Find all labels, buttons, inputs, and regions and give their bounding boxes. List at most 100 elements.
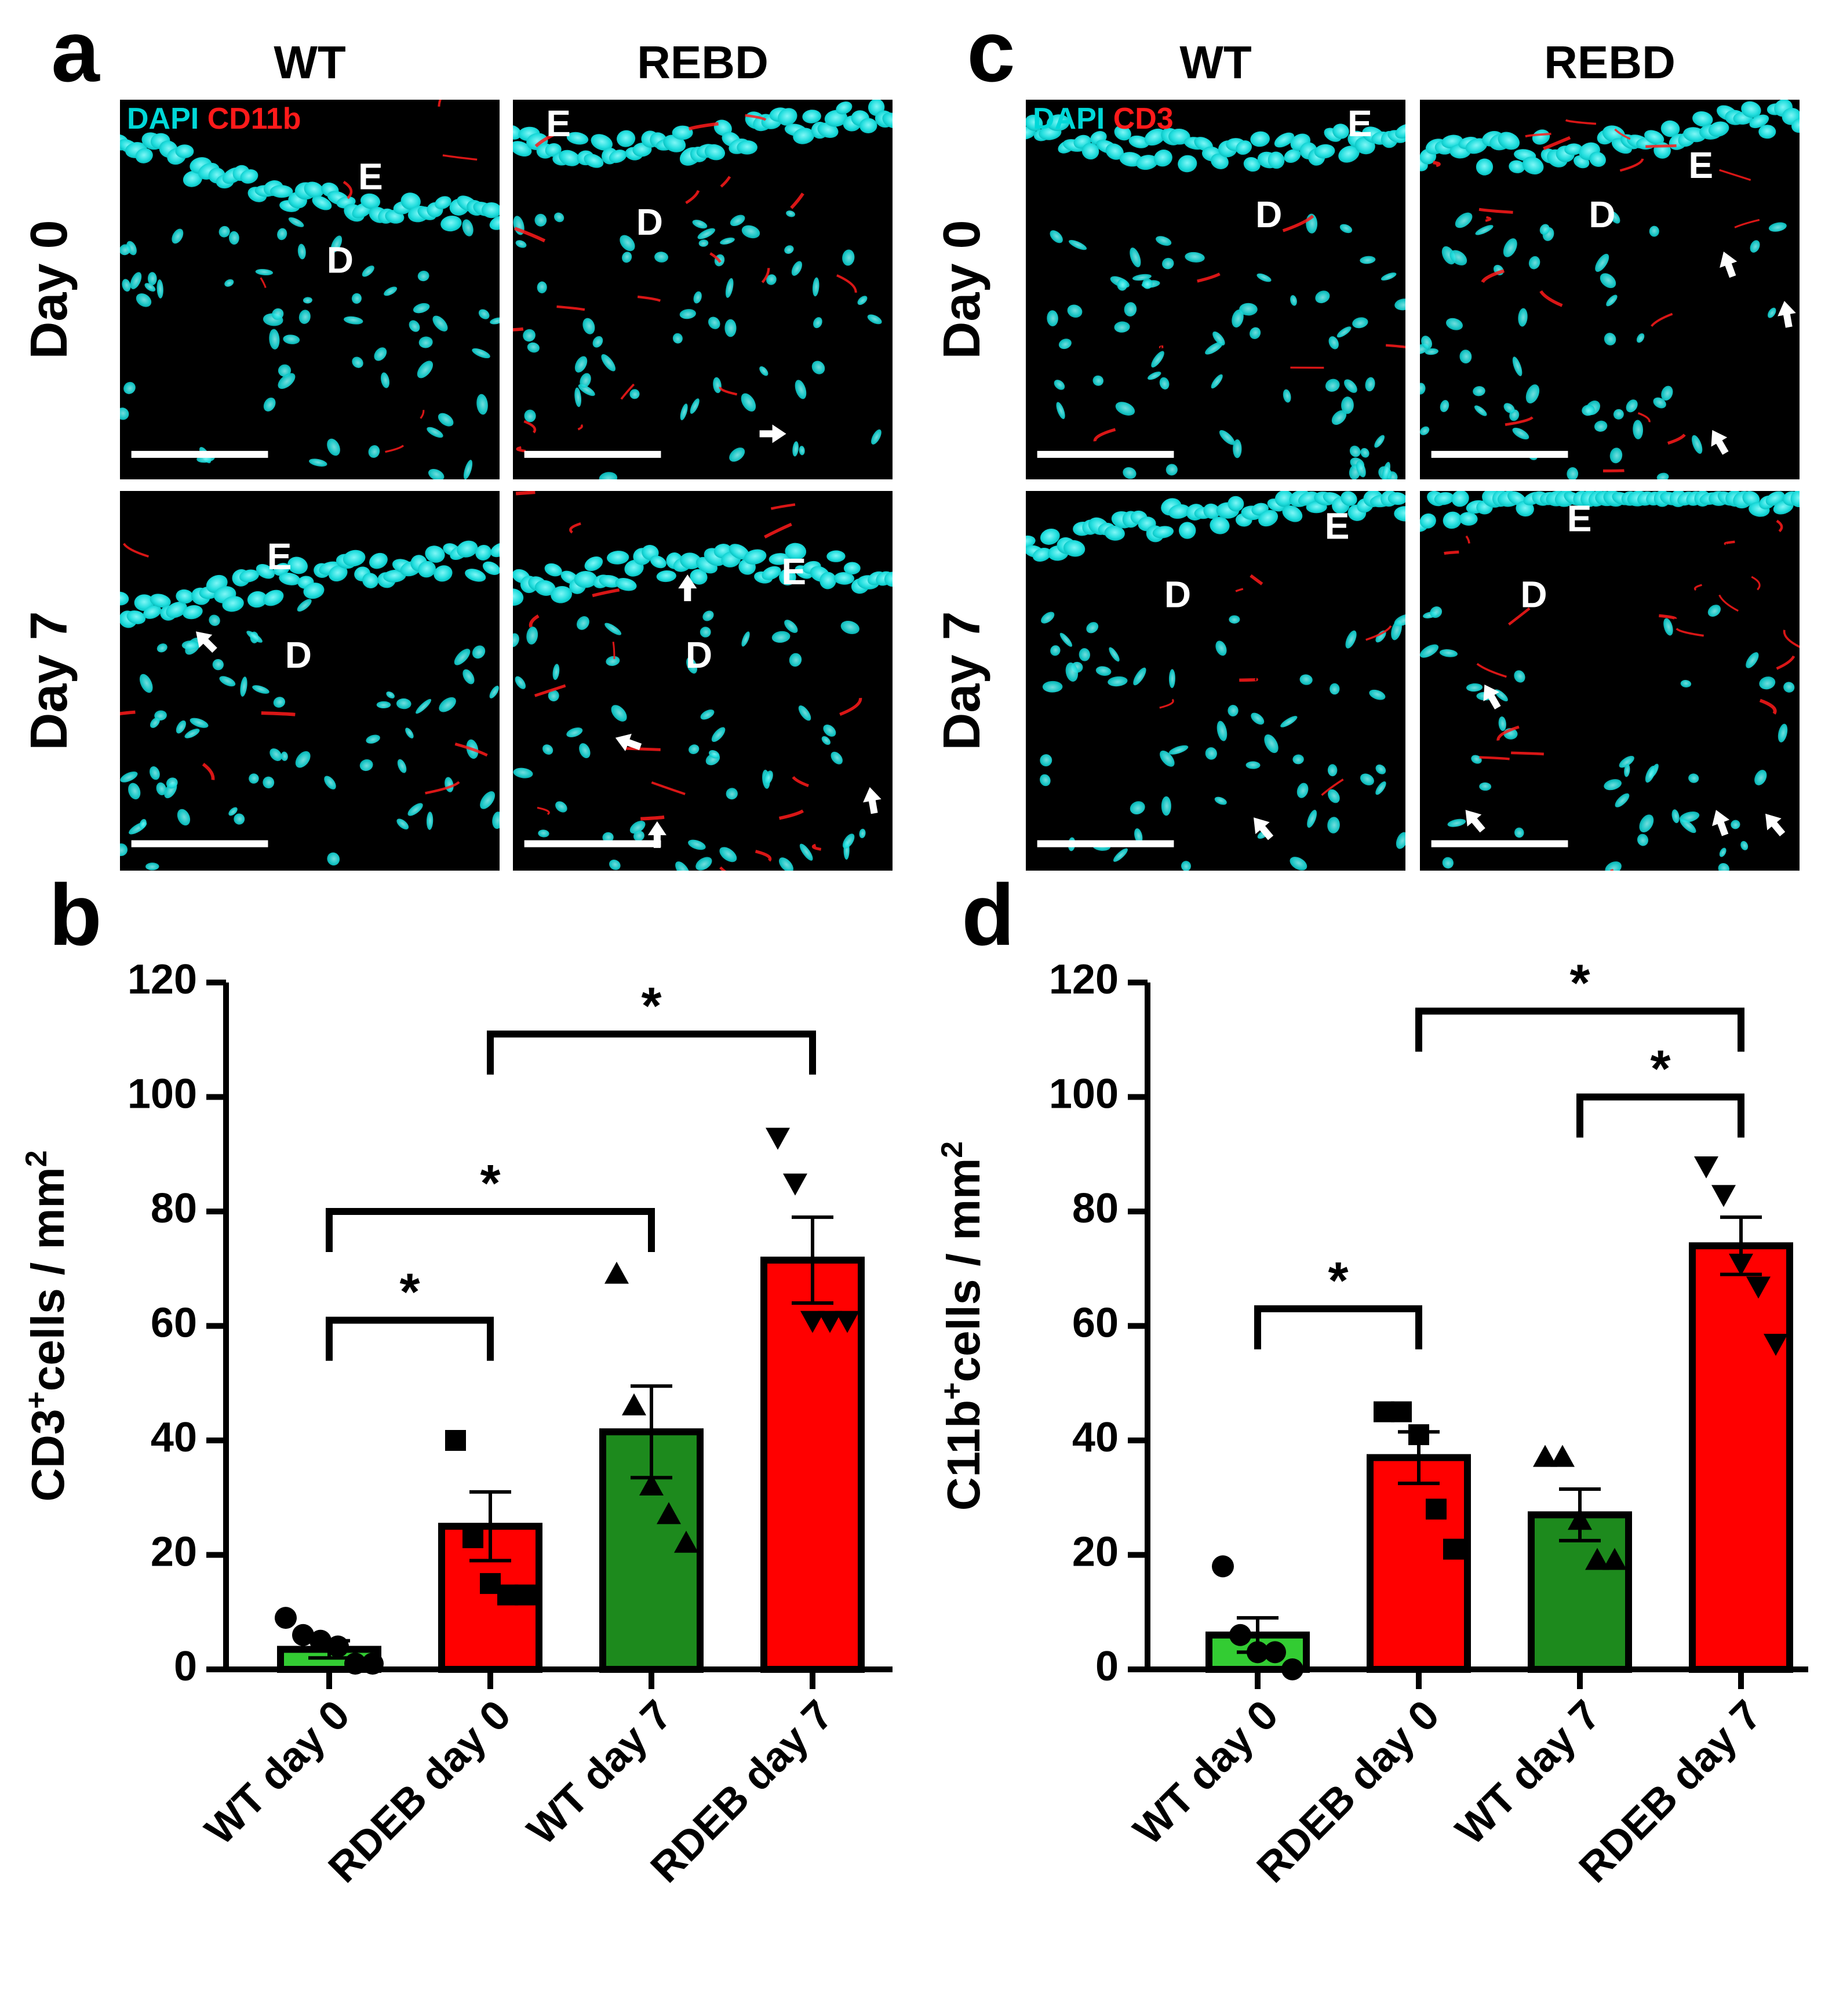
a-tile-3-label-epidermis: E: [267, 536, 292, 577]
c-tile-3-scale-bar: [1037, 840, 1174, 847]
panel-c-letter: c: [967, 2, 1015, 100]
a-tile-3-arrow-1: [196, 631, 217, 653]
panel-b-y-tick-label-20: 20: [151, 1529, 197, 1575]
panel-d-point-3-1: [1533, 1444, 1557, 1467]
c-tile-4-arrow-2: [1465, 810, 1485, 833]
c-tile-2-arrow-2: [1778, 301, 1796, 328]
panel-d-y-tick-label-20: 20: [1072, 1529, 1119, 1575]
panel-d-point-1-4: [1264, 1641, 1286, 1664]
a-micrograph-tile-1: ED: [120, 100, 500, 479]
a-tile-3-label-dermis: D: [285, 634, 312, 676]
panel-c-row-label-2: Day 7: [933, 611, 991, 750]
panel-c-stain-legend: DAPI CD3: [1033, 102, 1174, 136]
panel-a-column-header-1: WT: [274, 37, 346, 88]
panel-b-y-tick-label-0: 0: [174, 1643, 197, 1690]
c-tile-4-label-dermis: D: [1520, 573, 1547, 615]
a-tile-2-label-epidermis: E: [546, 103, 571, 144]
panel-b-point-3-2: [622, 1393, 646, 1415]
panel-a-legend-dapi: DAPI: [127, 102, 199, 136]
panel-d-point-3-4: [1585, 1548, 1609, 1570]
panel-b-point-4-4: [818, 1311, 842, 1333]
panel-b-point-3-3: [639, 1473, 664, 1495]
panel-c-column-header-1: WT: [1179, 37, 1252, 88]
panel-d-letter: d: [961, 866, 1015, 963]
c-tile-3-arrow-1: [1254, 817, 1274, 840]
panel-d-point-2-5: [1443, 1538, 1464, 1560]
panel-d-y-tick-label-40: 40: [1072, 1414, 1119, 1461]
panel-b-significance-bracket-1: [326, 1316, 494, 1361]
c-micrograph-tile-3: ED: [1026, 491, 1405, 871]
c-micrograph-tile-2: ED: [1420, 100, 1800, 479]
panel-b-y-tick-label-100: 100: [128, 1071, 197, 1118]
panel-b-point-4-3: [800, 1311, 825, 1333]
panel-d-bar-4: [1689, 1242, 1793, 1673]
a-micrograph-tile-4: ED: [513, 491, 893, 871]
panel-d-point-4-5: [1764, 1334, 1788, 1356]
panel-b-point-2-1: [445, 1430, 466, 1451]
c-tile-1-scale-bar: [1037, 450, 1174, 458]
panel-d-significance-star-3: *: [1569, 954, 1590, 1012]
panel-b-y-axis-label: CD3+cells / mm2: [20, 1150, 74, 1501]
a-tile-4-arrow-4: [863, 787, 882, 814]
panel-b-point-1-6: [362, 1653, 384, 1675]
a-tile-3-scale-bar: [131, 840, 268, 847]
panel-d-y-tick-label-60: 60: [1072, 1300, 1119, 1347]
panel-b-point-1-3: [309, 1629, 332, 1652]
panel-d-point-1-5: [1281, 1658, 1303, 1680]
panel-b-y-tick-label-80: 80: [151, 1185, 197, 1232]
c-tile-1-label-dermis: D: [1255, 194, 1282, 235]
panel-b-x-tick-label-3: WT day 7: [519, 1691, 681, 1854]
panel-b-point-4-2: [783, 1173, 807, 1196]
panel-b-y-tick-label-60: 60: [151, 1300, 197, 1347]
c-micrograph-tile-1: ED: [1026, 100, 1405, 479]
panel-b-point-2-2: [462, 1527, 483, 1548]
c-tile-4-label-epidermis: E: [1567, 497, 1592, 539]
panel-d-point-4-4: [1746, 1276, 1771, 1299]
panel-d-x-tick-label-1: WT day 0: [1125, 1691, 1287, 1854]
panel-d-significance-star-2: *: [1650, 1040, 1670, 1098]
panel-b-significance-star-3: *: [641, 977, 661, 1035]
panel-b-y-tick-label-120: 120: [128, 956, 197, 1003]
panel-b-significance-bracket-3: [487, 1030, 816, 1075]
panel-d-y-tick-label-100: 100: [1049, 1071, 1119, 1118]
panel-d-point-2-2: [1391, 1401, 1412, 1422]
a-tile-4-label-dermis: D: [686, 634, 712, 676]
c-tile-4-arrow-1: [1483, 685, 1501, 709]
panel-b-significance-star-1: *: [399, 1264, 420, 1322]
panel-b-point-3-4: [657, 1502, 681, 1524]
panel-d-y-tick-label-0: 0: [1095, 1643, 1119, 1690]
panel-d-point-3-5: [1602, 1548, 1627, 1570]
panel-d-significance-bracket-1: [1254, 1305, 1422, 1349]
panel-d-point-1-3: [1247, 1641, 1269, 1664]
panel-b-point-1-5: [344, 1653, 366, 1675]
panel-d-point-3-3: [1568, 1508, 1592, 1530]
a-tile-4-label-epidermis: E: [781, 551, 806, 592]
panel-d-x-tick-label-3: WT day 7: [1447, 1691, 1609, 1854]
panel-b-point-3-1: [604, 1261, 629, 1284]
panel-d-bar-2: [1367, 1454, 1471, 1673]
panel-a-row-label-1: Day 0: [20, 220, 78, 359]
c-micrograph-tile-4: ED: [1420, 491, 1800, 871]
panel-b-point-2-5: [515, 1584, 536, 1606]
c-tile-4-scale-bar: [1431, 840, 1568, 847]
panel-a-letter: a: [51, 2, 100, 100]
panel-b-point-4-1: [766, 1127, 790, 1150]
a-tile-4-arrow-2: [615, 733, 642, 751]
panel-b-x-tick-label-1: WT day 0: [196, 1691, 359, 1854]
panel-d-point-1-2: [1229, 1624, 1251, 1646]
panel-c-column-header-2: REBD: [1544, 37, 1676, 88]
panel-d-point-3-2: [1550, 1444, 1575, 1467]
panel-a-legend-marker: CD11b: [207, 102, 301, 136]
panel-c-legend-marker: CD3: [1113, 102, 1174, 136]
c-tile-4-arrow-4: [1765, 813, 1786, 836]
c-tile-3-label-dermis: D: [1164, 573, 1191, 615]
c-tile-1-label-epidermis: E: [1347, 103, 1372, 144]
panel-b-letter: b: [49, 866, 102, 963]
panel-d-significance-star-1: *: [1328, 1252, 1348, 1310]
a-tile-2-scale-bar: [524, 450, 661, 458]
a-micrograph-tile-3: ED: [120, 491, 500, 871]
